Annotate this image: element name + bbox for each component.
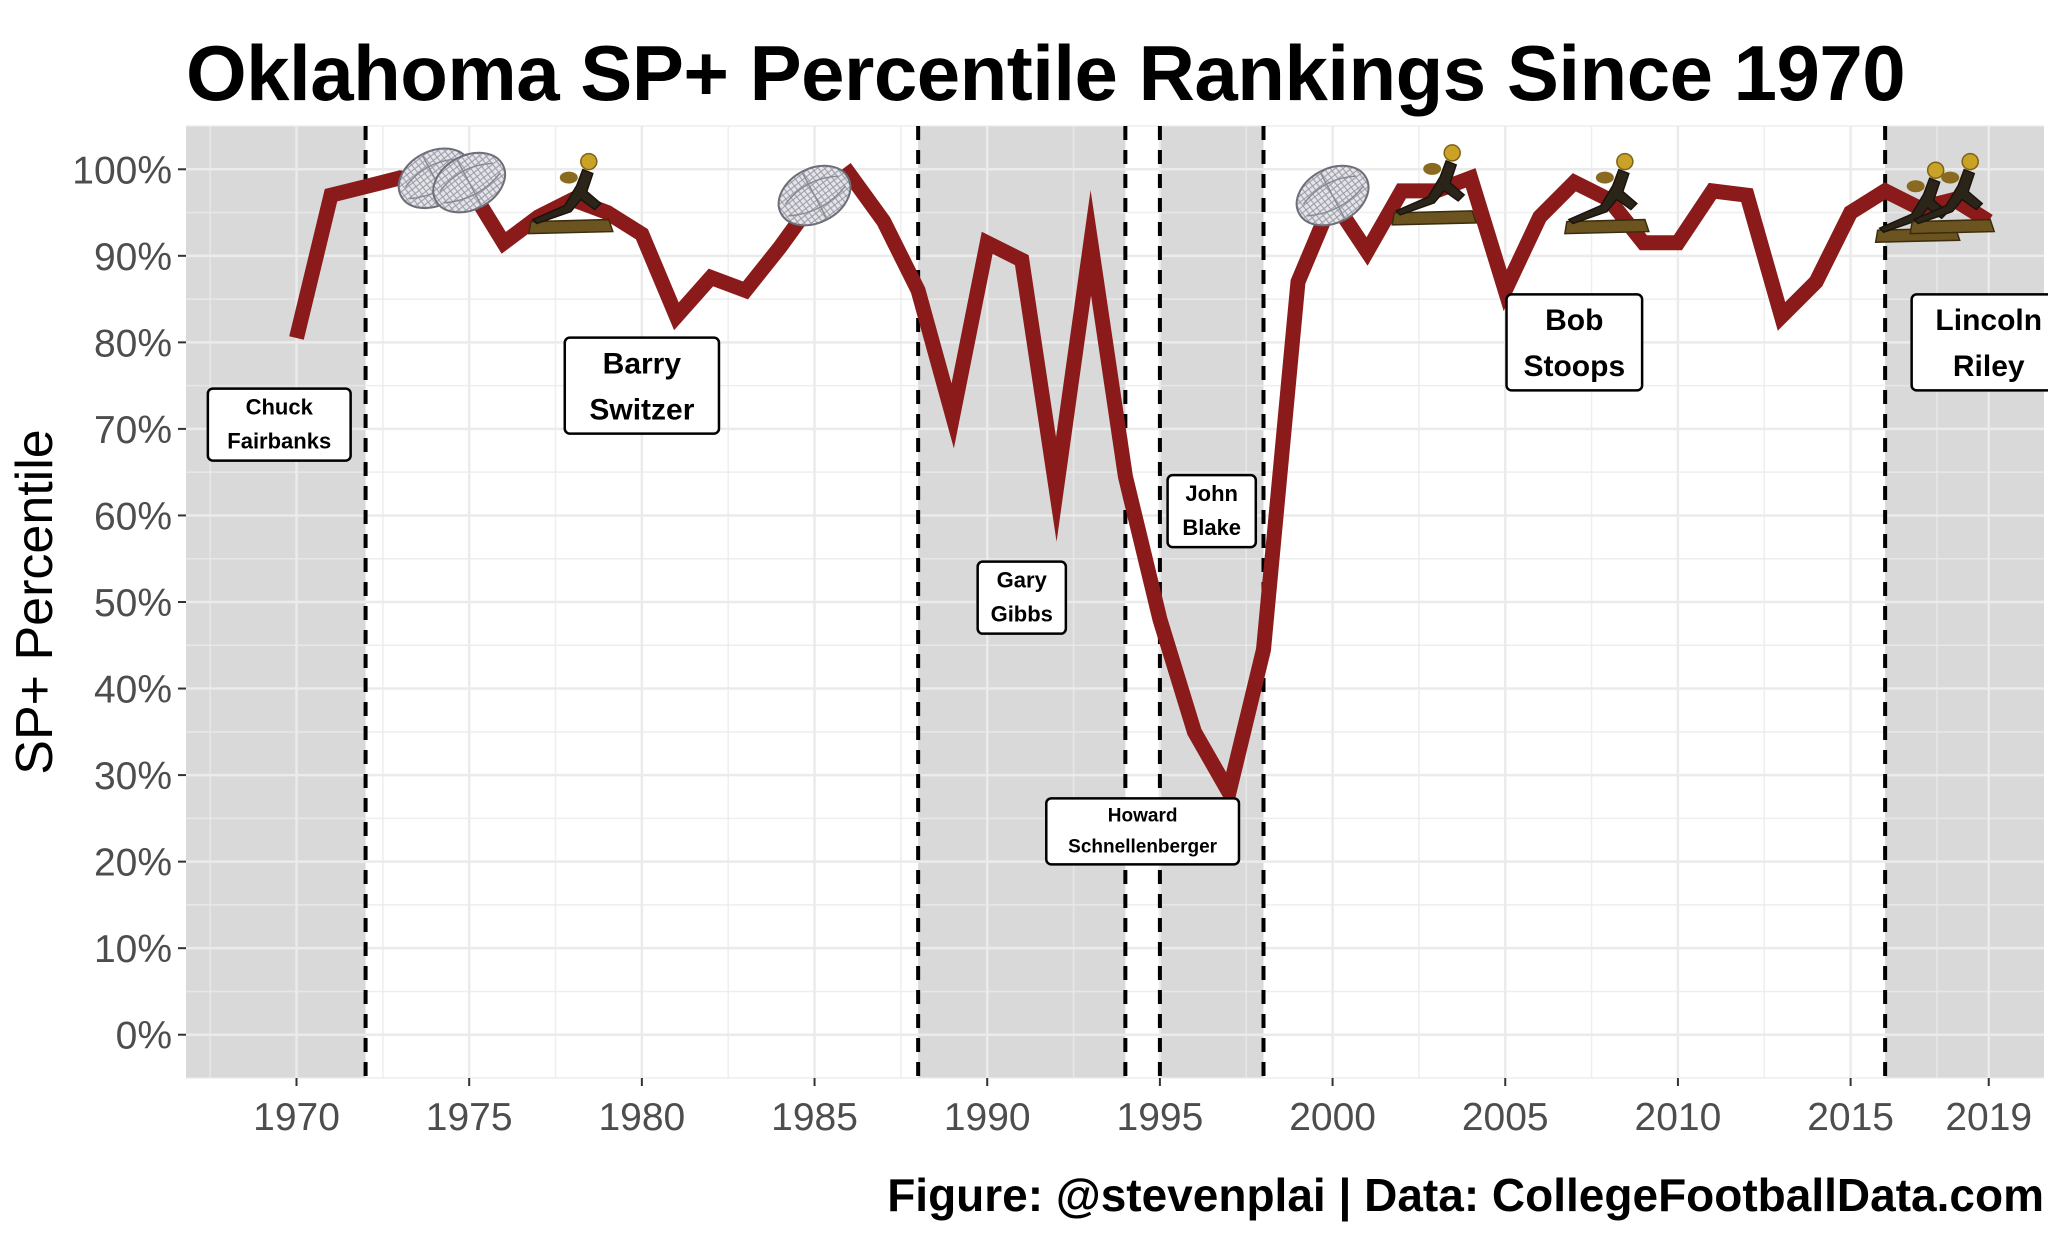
axes: 0% 10% 20% 30% 40% 50% 60% 70% 80% 90% 100% 1970 197… (6, 149, 2032, 1139)
coach-name-line: Howard (1108, 806, 1178, 827)
coach-label: Chuck Fairbanks (206, 387, 352, 462)
coach-name-line: Gibbs (991, 602, 1053, 627)
coach-name-line: Gary (997, 568, 1048, 593)
coach-label: Howard Schnellenberger (1045, 797, 1241, 866)
y-tick-label: 100% (72, 149, 172, 192)
coach-name-line: Bob (1545, 304, 1603, 337)
x-tick-label: 1990 (944, 1096, 1031, 1139)
coach-label: Bob Stoops (1505, 293, 1644, 392)
coach-name-line: Fairbanks (227, 429, 331, 454)
heisman-trophy-icon (1391, 144, 1478, 226)
y-tick-label: 20% (94, 842, 172, 885)
era-boundaries (363, 126, 1888, 1078)
x-tick-label: 1995 (1117, 1096, 1204, 1139)
coach-label-box (206, 387, 352, 462)
y-axis-title: SP+ Percentile (6, 429, 64, 774)
coach-name-line: Riley (1953, 350, 2025, 383)
y-tick-label: 90% (94, 236, 172, 279)
x-tick-label: 2005 (1462, 1096, 1549, 1139)
x-tick-label: 1970 (253, 1096, 340, 1139)
coach-name-line: Stoops (1523, 350, 1625, 383)
crystal-football-icon (1295, 164, 1370, 227)
trophy-icons (397, 144, 1996, 243)
y-tick-label: 70% (94, 409, 172, 452)
coach-name-line: Lincoln (1935, 304, 2042, 337)
heisman-trophy-icon (1563, 152, 1650, 235)
coach-name-line: Switzer (589, 393, 694, 426)
coach-label-box (1045, 797, 1241, 866)
coach-label-box (1166, 473, 1258, 549)
y-tick-label: 40% (94, 669, 172, 712)
coach-label: Gary Gibbs (976, 560, 1068, 635)
x-tick-label: 1985 (771, 1096, 858, 1139)
coach-label: John Blake (1166, 473, 1258, 549)
y-tick-label: 10% (94, 928, 172, 971)
gridlines (186, 125, 2044, 1079)
heisman-trophy-icon (527, 152, 614, 235)
coach-name-line: Barry (603, 347, 682, 380)
y-tick-label: 0% (116, 1015, 172, 1058)
crystal-football-icon (777, 164, 852, 227)
x-tick-label: 1980 (598, 1096, 685, 1139)
coach-label-box (563, 336, 721, 435)
coach-name-line: John (1185, 481, 1238, 506)
y-tick-label: 50% (94, 582, 172, 625)
coach-label: Lincoln Riley (1910, 293, 2048, 392)
crystal-football-icon (432, 151, 507, 214)
coach-name-line: Chuck (246, 395, 314, 420)
coach-labels: Chuck Fairbanks Barry Switzer Gary Gibbs Howar… (206, 293, 2048, 866)
coach-label: Barry Switzer (563, 336, 721, 435)
coach-label-box (976, 560, 1068, 635)
x-tick-label: 2010 (1635, 1096, 1722, 1139)
chart-title: Oklahoma SP+ Percentile Rankings Since 1… (186, 29, 1906, 117)
x-tick-label: 2000 (1289, 1096, 1376, 1139)
heisman-trophy-icon (1909, 152, 1996, 235)
coach-label-box (1505, 293, 1644, 392)
coach-label-box (1910, 293, 2048, 392)
x-tick-label: 1975 (426, 1096, 513, 1139)
coach-name-line: Schnellenberger (1068, 837, 1217, 858)
x-tick-label: 2019 (1945, 1096, 2032, 1139)
chart-caption: Figure: @stevenplai | Data: CollegeFootb… (887, 1169, 2044, 1221)
y-tick-label: 60% (94, 495, 172, 538)
y-tick-label: 30% (94, 755, 172, 798)
x-tick-label: 2015 (1807, 1096, 1894, 1139)
coach-name-line: Blake (1182, 515, 1241, 540)
y-tick-label: 80% (94, 322, 172, 365)
